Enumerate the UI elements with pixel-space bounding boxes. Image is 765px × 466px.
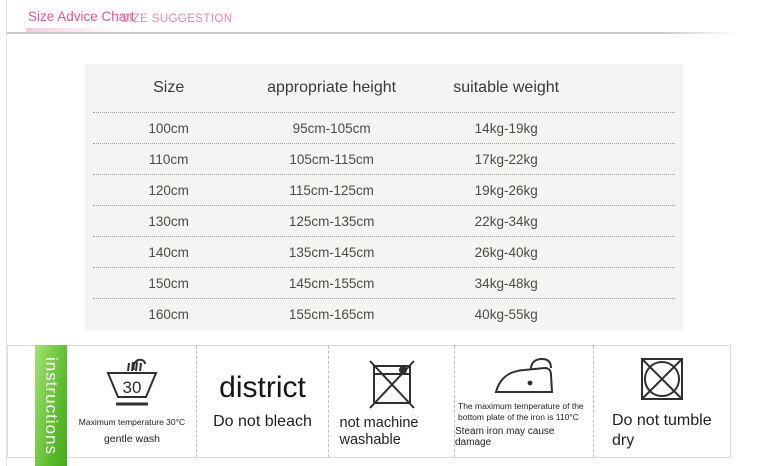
care-section-machine-wash: not machine washable — [328, 346, 454, 457]
svg-text:30: 30 — [123, 378, 142, 397]
cell-height: 105cm-115cm — [289, 151, 374, 167]
cell-size: 160cm — [148, 306, 189, 322]
care-section-hand-wash: 30 Maximum temperature 30°C gentle wash — [68, 346, 196, 457]
cell-height: 155cm-165cm — [288, 306, 375, 322]
page-title: Size Advice Chart — [28, 9, 135, 24]
cell-size: 140cm — [148, 244, 189, 260]
column-header-size: Size — [153, 79, 185, 96]
cell-weight: 40kg-55kg — [474, 306, 538, 322]
cell-size: 150cm — [148, 275, 189, 291]
care-text: Steam iron may cause damage — [455, 426, 555, 449]
cell-weight: 34kg-48kg — [474, 275, 538, 291]
table-row: 120cm 115cm-125cm 19kg-26kg — [93, 174, 675, 205]
cell-weight: 26kg-40kg — [474, 244, 538, 260]
care-text: Do not bleach — [213, 412, 312, 430]
cell-height: 135cm-145cm — [288, 244, 375, 260]
care-text: not machine washable — [339, 414, 419, 448]
cell-weight: 14kg-19kg — [474, 120, 538, 136]
no-tumble-dry-icon — [641, 358, 683, 401]
header-rule — [7, 32, 737, 34]
cell-weight: 19kg-26kg — [474, 182, 538, 198]
page-subtitle: SIZE SUGGESTION — [121, 13, 233, 25]
iron-max-110-icon — [494, 357, 554, 393]
title-underline — [26, 28, 120, 33]
table-row: 130cm 125cm-135cm 22kg-34kg — [93, 205, 675, 236]
table-row: 150cm 145cm-155cm 34kg-48kg — [93, 267, 675, 298]
size-table: Size appropriate height suitable weight … — [85, 64, 683, 330]
cell-height: 145cm-155cm — [288, 275, 375, 291]
hand-wash-30-icon: 30 — [106, 358, 158, 406]
cell-height: 115cm-125cm — [289, 182, 374, 198]
left-border-line — [6, 0, 7, 466]
table-row: 160cm 155cm-165cm 40kg-55kg — [93, 298, 675, 329]
cell-weight: 17kg-22kg — [474, 151, 538, 167]
care-text: Maximum temperature 30°C — [78, 417, 186, 428]
care-text: gentle wash — [103, 432, 161, 445]
care-section-iron: The maximum temperature of the bottom pl… — [454, 346, 593, 457]
no-machine-wash-icon — [368, 360, 415, 409]
care-section-bleach: district Do not bleach — [196, 346, 328, 457]
column-header-height: appropriate height — [267, 79, 397, 96]
cell-size: 110cm — [148, 151, 189, 167]
cell-weight: 22kg-34kg — [474, 213, 538, 229]
care-instructions-panel: 30 Maximum temperature 30°C gentle wash … — [7, 345, 731, 458]
instructions-label: instructions — [35, 345, 67, 466]
instructions-label-text: instructions — [42, 356, 61, 455]
table-row: 110cm 105cm-115cm 17kg-22kg — [93, 143, 675, 174]
cell-height: 95cm-105cm — [292, 120, 371, 136]
cell-size: 120cm — [148, 182, 189, 198]
cell-size: 130cm — [148, 213, 189, 229]
care-section-tumble-dry: Do not tumble dry — [593, 346, 730, 457]
care-big-text: district — [219, 370, 306, 404]
table-row: 100cm 95cm-105cm 14kg-19kg — [93, 112, 675, 143]
cell-height: 125cm-135cm — [288, 213, 375, 229]
table-header-row: Size appropriate height suitable weight — [93, 64, 675, 112]
care-text: Do not tumble dry — [612, 412, 712, 449]
table-row: 140cm 135cm-145cm 26kg-40kg — [93, 236, 675, 267]
care-text: The maximum temperature of the bottom pl… — [458, 400, 584, 422]
cell-size: 100cm — [148, 120, 189, 136]
column-header-weight: suitable weight — [453, 79, 560, 96]
